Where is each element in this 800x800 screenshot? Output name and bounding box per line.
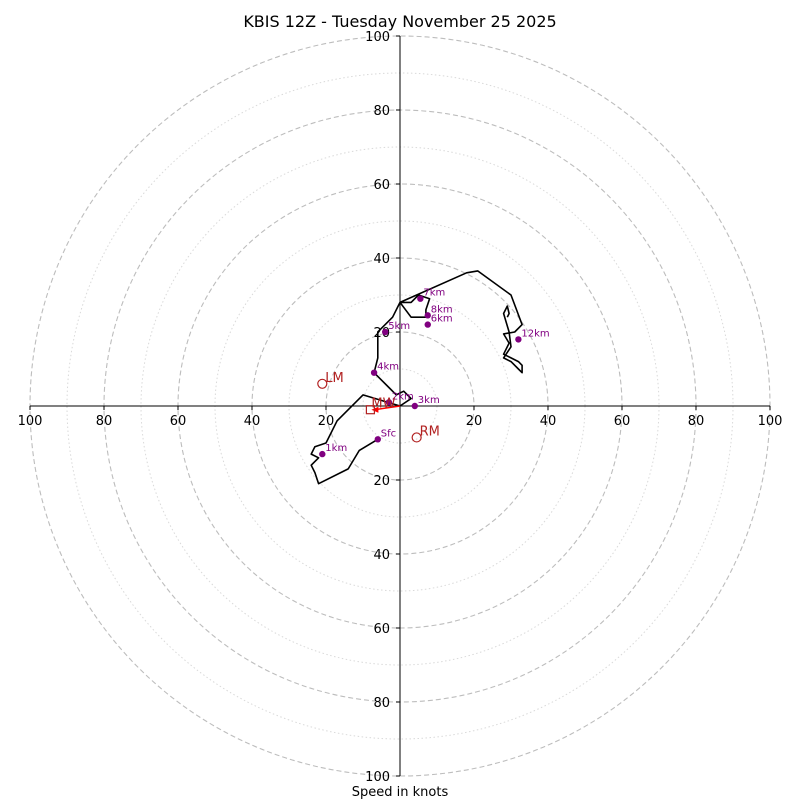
y-tick-label: 100	[365, 30, 390, 45]
height-marker-label: 12km	[521, 328, 549, 339]
x-tick-label: 20	[466, 414, 483, 429]
height-marker-point	[370, 369, 378, 376]
height-marker-point	[417, 295, 424, 302]
y-tick-label: 60	[373, 178, 390, 193]
x-tick-label: 60	[170, 414, 187, 429]
x-tick-label: 80	[96, 414, 113, 429]
height-marker-label: 2km	[392, 391, 414, 402]
x-tick-label: 80	[688, 414, 705, 429]
height-marker-point	[319, 450, 326, 458]
x-tick-label: 60	[614, 414, 631, 429]
mean-wind-marker	[365, 405, 375, 415]
storm-motions: LM RM MW	[317, 371, 440, 443]
x-tick-label: 100	[18, 414, 43, 429]
height-marker-point	[424, 312, 431, 319]
height-marker-point	[515, 336, 522, 343]
tick-labels: 100 80 60 40 20 20 40 60 80 100100806040202040608…	[18, 30, 783, 785]
storm-motion-label: LM	[325, 371, 343, 386]
y-tick-label: 80	[373, 104, 390, 119]
height-marker-point	[385, 399, 393, 406]
height-marker-label: 4km	[377, 362, 399, 373]
height-marker-label: 7km	[423, 288, 445, 299]
x-tick-label: 20	[318, 414, 335, 429]
mean-wind-label: MW	[371, 397, 395, 412]
y-tick-label: 60	[373, 622, 390, 637]
storm-motion-marker	[317, 378, 328, 389]
mean-wind-vector	[374, 405, 401, 411]
height-marker-point	[374, 436, 381, 443]
y-tick-label: 100	[365, 770, 390, 785]
height-marker-point	[382, 328, 389, 336]
x-tick-label: 100	[758, 414, 783, 429]
height-marker-label: 5km	[388, 321, 410, 332]
y-tick-label: 20	[373, 474, 390, 489]
height-marker-label: 1km	[325, 443, 347, 454]
height-marker-label: Sfc	[381, 428, 396, 439]
y-tick-label: 40	[373, 548, 390, 563]
height-markers: Sfc 1km 2km 3km 4km 5km 6km 7km 8km 12km	[319, 288, 550, 458]
storm-motion-label: RM	[420, 424, 440, 439]
height-marker-label: 3km	[418, 395, 440, 406]
height-marker-label: 6km	[431, 314, 453, 325]
y-tick-label: 80	[373, 696, 390, 711]
x-tick-label: 40	[540, 414, 557, 429]
x-axis-label: Speed in knots	[352, 785, 449, 800]
hodograph-trace-line	[310, 270, 523, 485]
y-tick-label: 40	[373, 252, 390, 267]
x-tick-label: 40	[244, 414, 261, 429]
chart-title: KBIS 12Z - Tuesday November 25 2025	[243, 12, 556, 31]
height-marker-point	[424, 321, 431, 328]
height-marker-point	[411, 402, 418, 410]
storm-motion-marker	[411, 432, 422, 443]
height-marker-label: 8km	[431, 304, 453, 315]
